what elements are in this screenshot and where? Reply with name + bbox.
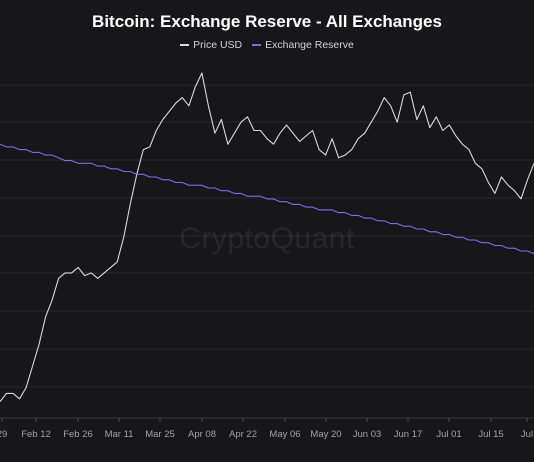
x-tick-label: Mar 25 (145, 429, 175, 440)
x-tick-label: Mar 11 (105, 429, 134, 440)
x-tick-label: Jul 01 (436, 429, 461, 440)
exchange-reserve-line (0, 143, 534, 255)
legend: Price USD Exchange Reserve (0, 39, 534, 51)
x-tick-label: May 06 (269, 429, 300, 440)
legend-label-reserve: Exchange Reserve (265, 39, 354, 51)
legend-label-price: Price USD (193, 39, 243, 51)
legend-swatch-price (180, 44, 190, 46)
x-tick-label: Jun 17 (394, 429, 423, 440)
x-tick-label: Jul (521, 429, 533, 440)
legend-swatch-reserve (252, 44, 262, 46)
price-usd-line (0, 72, 534, 402)
x-tick-label: 29 (0, 429, 7, 440)
x-tick-label: Apr 22 (229, 429, 257, 440)
watermark: CryptoQuant (179, 222, 355, 255)
x-tick-label: Apr 08 (188, 429, 216, 440)
chart-title: Bitcoin: Exchange Reserve - All Exchange… (92, 12, 442, 31)
x-tick-label: Jul 15 (478, 429, 503, 440)
x-tick-label: Feb 26 (63, 429, 93, 440)
legend-item-reserve[interactable]: Exchange Reserve (252, 39, 354, 51)
x-tick-label: May 20 (310, 429, 341, 440)
x-tick-label: Jun 03 (353, 429, 382, 440)
legend-item-price[interactable]: Price USD (180, 39, 242, 51)
x-tick-label: Feb 12 (21, 429, 51, 440)
